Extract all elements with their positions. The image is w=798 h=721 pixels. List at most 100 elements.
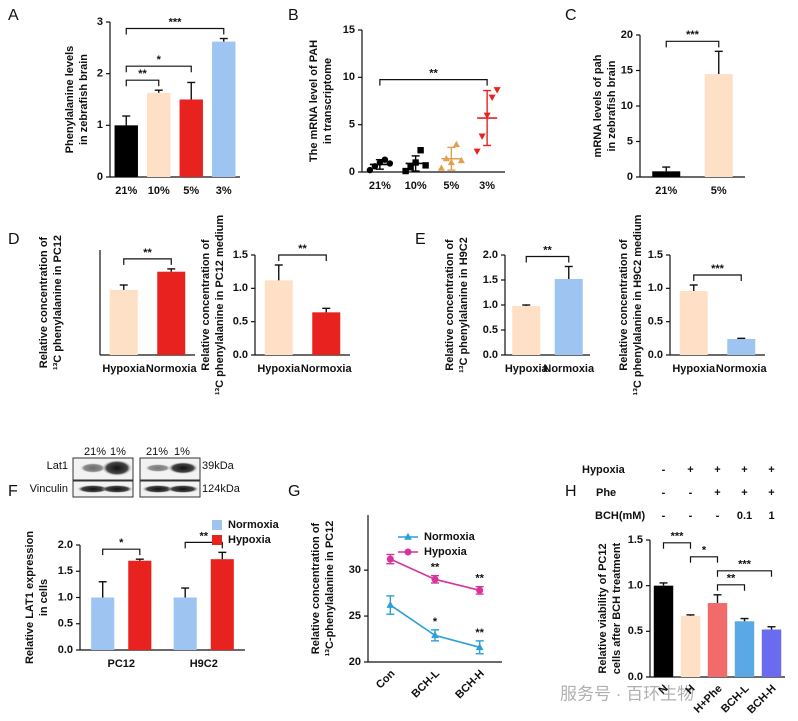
x-tick-label: Normoxia: [543, 363, 595, 375]
y-tick-label: 1.0: [58, 591, 73, 603]
marker: [402, 167, 409, 175]
y-tick-label: 0: [349, 166, 355, 178]
bar: [761, 629, 782, 677]
lane-label: 21%: [146, 446, 168, 458]
bar: [554, 279, 583, 355]
condition-value: 0.1: [737, 510, 752, 522]
x-tick-label: 5%: [443, 180, 459, 192]
x-tick-label: 3%: [216, 185, 232, 197]
y-tick-label: 0.0: [628, 671, 643, 683]
y-axis-label: ¹³C-phenylalanine in PC12: [324, 521, 336, 657]
lane-label: 1%: [174, 446, 190, 458]
y-tick-label: 0: [627, 171, 633, 183]
marker: [386, 600, 395, 608]
row-label: Vinculin: [30, 483, 68, 495]
bar: [91, 597, 115, 650]
bar: [679, 291, 708, 355]
bar: [157, 271, 186, 355]
condition-value: +: [687, 464, 693, 476]
bar: [173, 597, 197, 650]
y-axis-label: in cells: [38, 579, 50, 616]
bar: [704, 74, 733, 177]
bar: [312, 312, 341, 355]
x-tick-label: PC12: [107, 658, 135, 670]
significance-label: ***: [169, 16, 183, 28]
x-tick-label: 21%: [655, 185, 677, 197]
significance-label: ***: [686, 29, 700, 41]
x-tick-label: Hypoxia: [505, 363, 549, 375]
marker: [422, 162, 429, 169]
condition-value: +: [768, 487, 774, 499]
watermark: 服务号 · 百环生物: [560, 684, 694, 703]
marker: [452, 140, 460, 148]
y-tick-label: 1.5: [628, 534, 643, 546]
y-tick-label: 0.0: [648, 349, 663, 361]
bar: [652, 171, 681, 177]
x-tick-label: 5%: [711, 185, 727, 197]
y-tick-label: 0.5: [58, 618, 73, 630]
condition-value: 1: [768, 510, 774, 522]
y-tick-label: 0.5: [233, 316, 248, 328]
bar: [114, 125, 138, 177]
size-label: 124kDa: [202, 483, 241, 495]
y-tick-label: 0: [97, 171, 103, 183]
significance-bracket: [125, 79, 160, 87]
marker: [488, 94, 496, 102]
y-tick-label: 1.5: [648, 249, 663, 261]
condition-value: +: [741, 487, 747, 499]
y-axis-label: cells after BCH treatment: [611, 542, 623, 674]
y-tick-label: 1.0: [483, 299, 498, 311]
panel-letter: E: [415, 231, 426, 248]
y-tick-label: 1.0: [648, 282, 663, 294]
significance-label: *: [119, 537, 124, 549]
legend-label: Normoxia: [228, 519, 280, 531]
marker: [366, 166, 374, 174]
y-tick-label: 1.5: [233, 249, 248, 261]
y-axis-label: Relative concentration of: [310, 522, 322, 654]
condition-value: -: [662, 464, 666, 476]
condition-value: -: [662, 510, 666, 522]
marker: [386, 160, 394, 167]
panel-letter: H: [565, 483, 577, 500]
condition-value: -: [662, 487, 666, 499]
significance-bracket: [662, 542, 692, 549]
y-tick-label: 10: [343, 71, 355, 83]
significance-label: ***: [711, 263, 725, 275]
significance-label: ***: [671, 531, 685, 543]
panel-letter: D: [8, 231, 20, 248]
bar: [680, 615, 701, 677]
significance-bracket: [379, 79, 488, 86]
bar: [734, 621, 755, 677]
y-axis-label: ¹³C phenylalanine in PC12: [52, 235, 64, 370]
bar: [147, 92, 171, 177]
significance-bracket: [123, 258, 172, 265]
bar: [179, 99, 203, 177]
y-tick-label: 3: [97, 16, 103, 28]
lane-label: 21%: [84, 446, 106, 458]
blot-band: [101, 485, 133, 493]
marker: [493, 87, 501, 94]
y-tick-label: 2: [97, 68, 103, 80]
x-tick-label: Normoxia: [716, 363, 768, 375]
condition-value: -: [689, 510, 693, 522]
y-axis-label: Relative LAT1 expression: [24, 531, 36, 664]
y-tick-label: 15: [621, 64, 633, 76]
y-axis-label: Relative concentration of: [618, 239, 630, 371]
y-tick-label: 25: [349, 610, 361, 622]
y-tick-label: 15: [343, 24, 355, 36]
y-tick-label: 1.0: [233, 282, 248, 294]
marker: [473, 148, 481, 156]
blot-band: [80, 463, 106, 473]
panel-letter: G: [288, 483, 300, 500]
y-tick-label: 20: [621, 29, 633, 41]
x-tick-label: Hypoxia: [102, 363, 146, 375]
y-tick-label: 1.5: [58, 565, 73, 577]
x-tick-label: Normoxia: [146, 363, 198, 375]
panel-letter: C: [565, 7, 577, 24]
significance-bracket: [125, 65, 192, 73]
x-tick-label: 21%: [369, 180, 391, 192]
marker: [478, 133, 486, 140]
size-label: 39kDa: [202, 460, 235, 472]
